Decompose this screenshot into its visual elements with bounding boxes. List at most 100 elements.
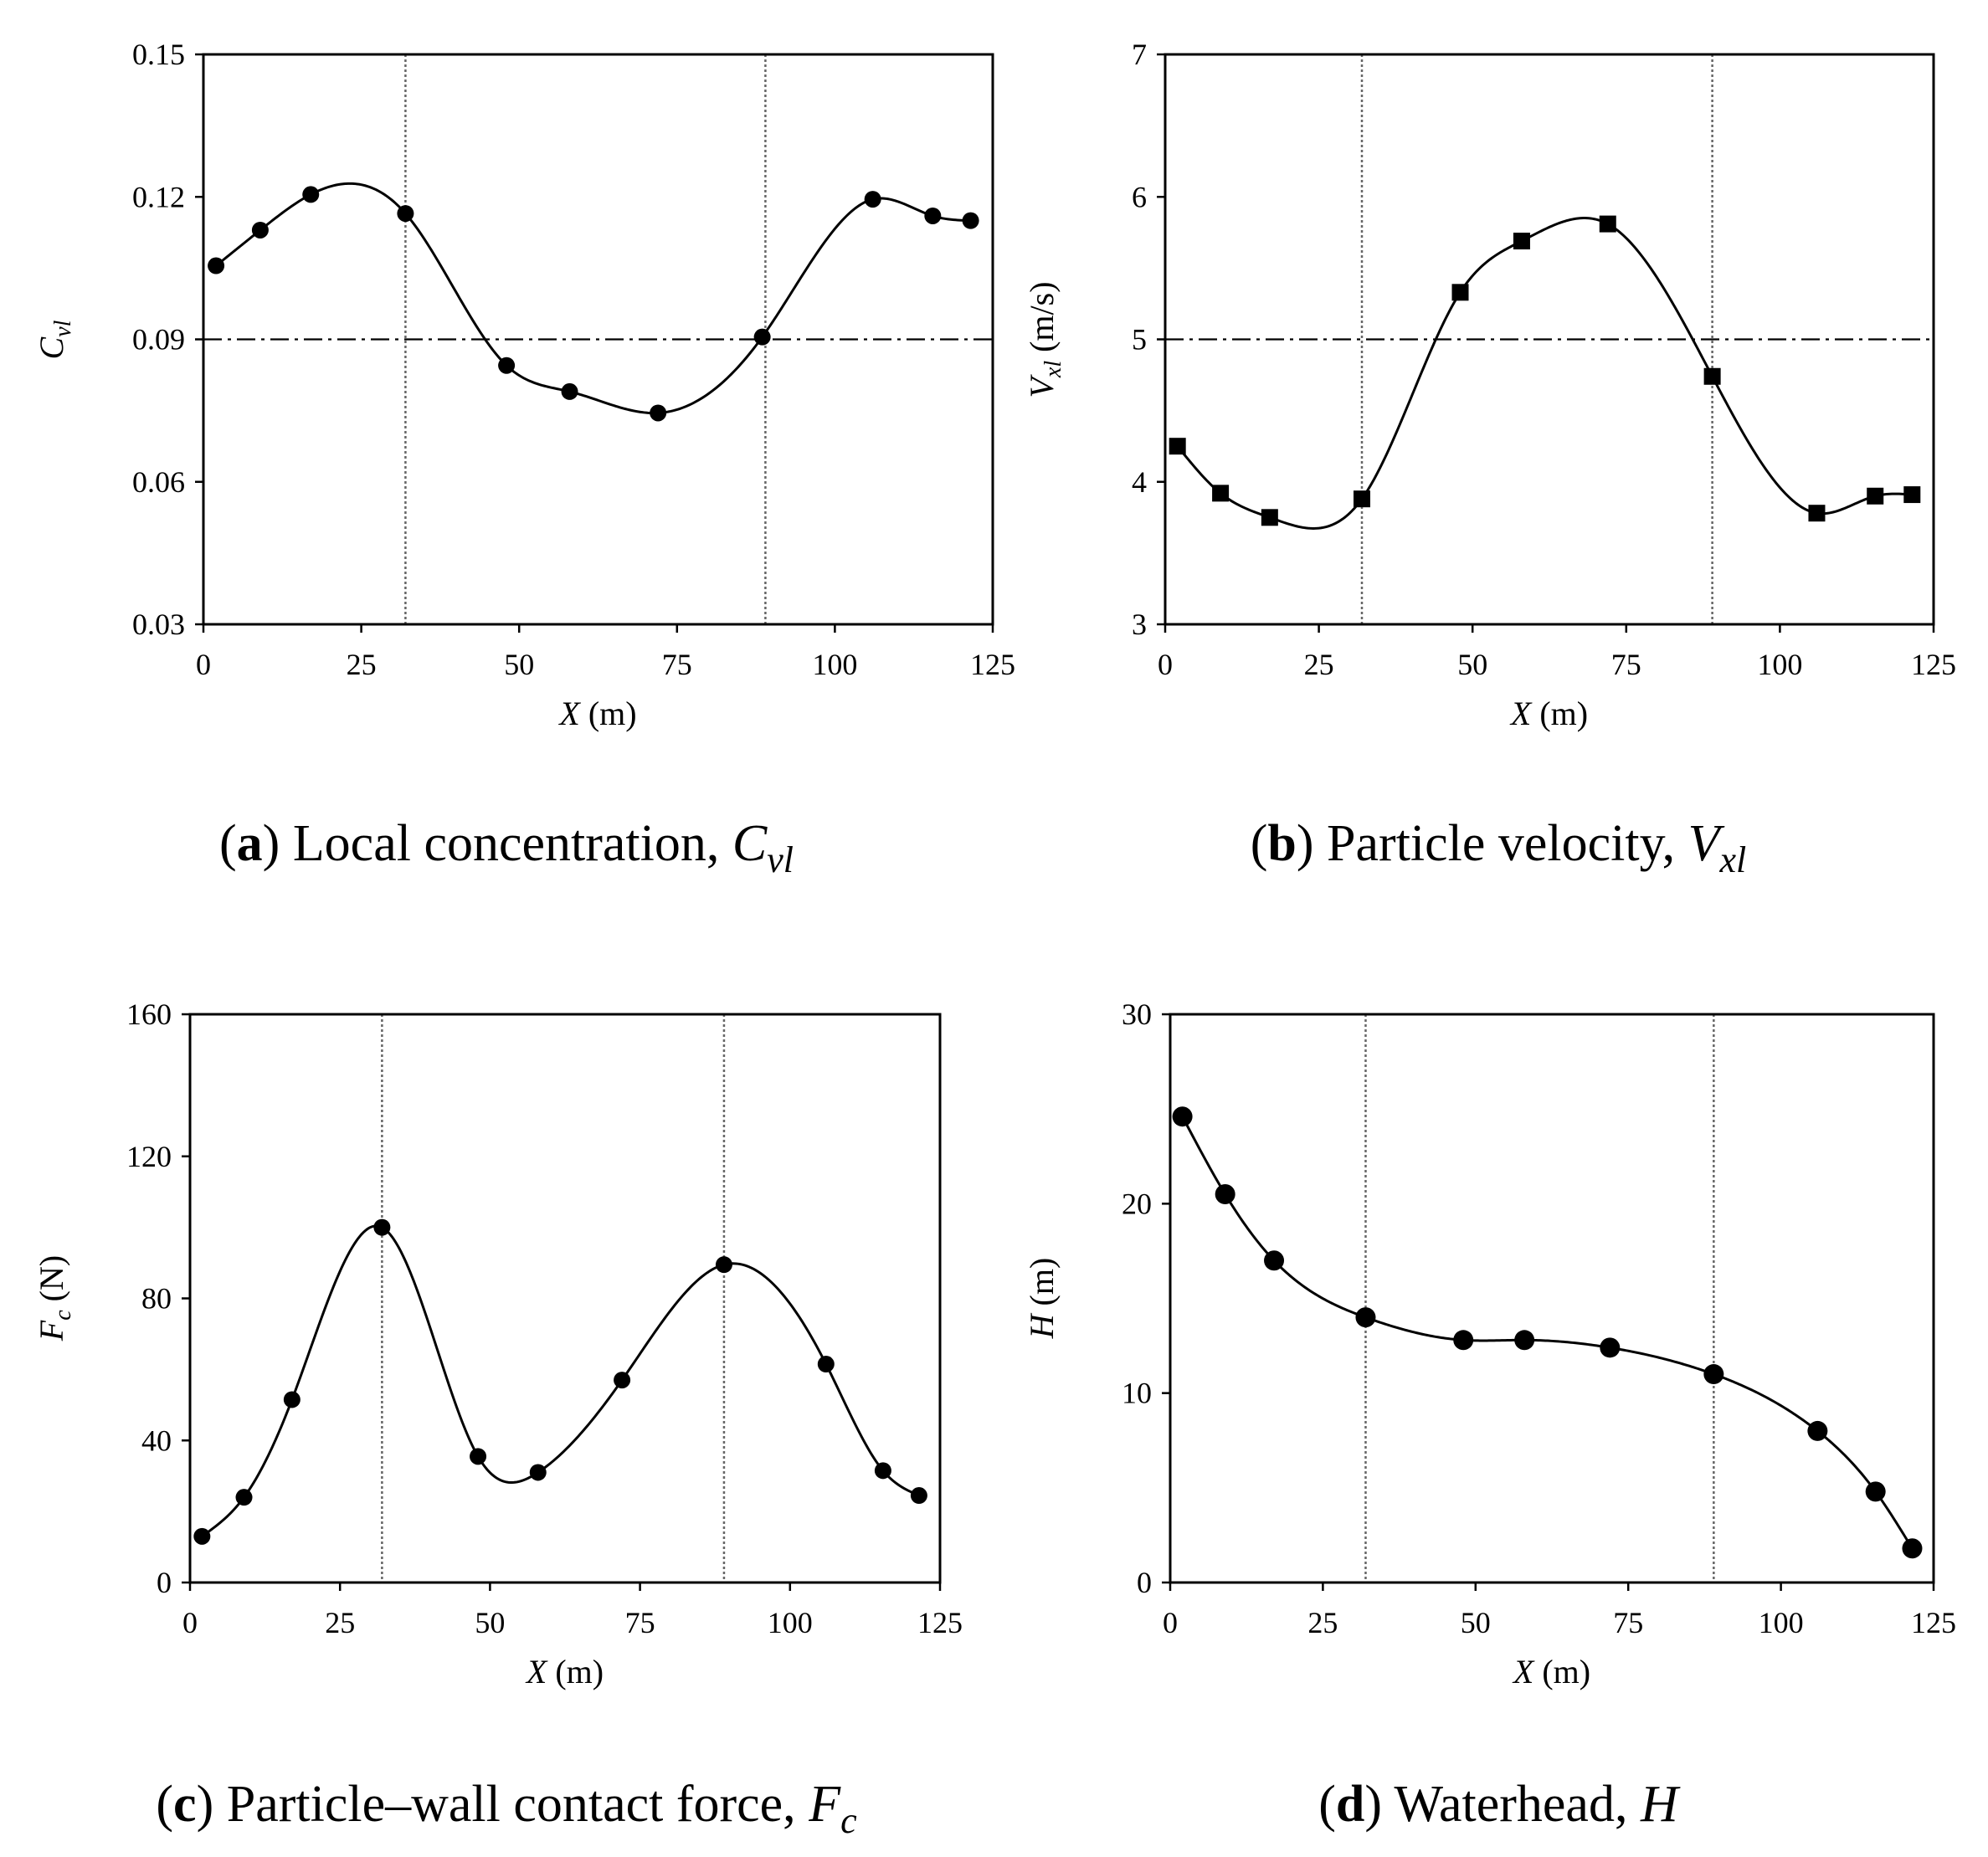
panel-d-ylabel: H (m) (1023, 1258, 1061, 1340)
panel-c-xtick-label-0: 0 (182, 1606, 198, 1639)
panel-b-point-8 (1808, 505, 1826, 522)
panel-b-ylabel: Vxl (m/s) (1023, 281, 1066, 398)
panel-d-point-6 (1600, 1337, 1621, 1358)
panel-d-plot-frame (1169, 1013, 1935, 1584)
panel-a-point-5 (561, 382, 578, 400)
panel-a-xlabel: X (m) (557, 695, 636, 732)
panel-d-xlabel: X (m) (1512, 1653, 1590, 1690)
panel-a-point-7 (753, 328, 771, 346)
panel-b-point-4 (1451, 284, 1469, 301)
panel-b-ytick-label-2: 5 (1132, 323, 1147, 357)
panel-a-point-3 (397, 205, 414, 223)
panel-b-series-line (1176, 217, 1913, 530)
panel-c-point-4 (470, 1448, 487, 1465)
panel-b-point-3 (1354, 490, 1371, 508)
panel-c-point-5 (529, 1464, 547, 1481)
panel-b-point-7 (1703, 367, 1721, 385)
panel-c-point-1 (235, 1489, 253, 1506)
panel-d-ytick-label-2: 20 (1122, 1187, 1152, 1220)
panel-d-xtick-label-3: 75 (1613, 1606, 1643, 1639)
panel-c-point-7 (715, 1256, 732, 1274)
panel-a-xtick-label-0: 0 (196, 648, 211, 681)
panel-a-point-9 (924, 207, 942, 224)
panel-c-point-2 (283, 1391, 301, 1408)
panel-d-point-4 (1453, 1330, 1474, 1351)
panel-b: 0 25 50 75 100 125 3 4 5 6 7 X (m) Vxl (m/s) (b) Part… (1023, 38, 1956, 880)
panel-b-point-9 (1867, 487, 1884, 505)
panel-c-series-line (201, 1224, 920, 1538)
panel-d-ytick-label-1: 10 (1122, 1377, 1152, 1410)
panel-b-xtick-label-2: 50 (1457, 648, 1487, 681)
panel-a-ytick-label-2: 0.09 (132, 323, 185, 357)
panel-a-xtick-label-1: 25 (347, 648, 377, 681)
panel-d-point-8 (1807, 1420, 1828, 1441)
panel-c-xtick-label-1: 25 (325, 1606, 355, 1639)
panel-c-ytick-label-4: 160 (126, 998, 172, 1031)
panel-d-point-2 (1264, 1250, 1285, 1271)
panel-a-point-1 (251, 221, 269, 239)
panel-b-xtick-label-0: 0 (1158, 648, 1173, 681)
panel-c-caption: (c) Particle–wall contact force, Fc (156, 1776, 857, 1841)
panel-b-point-1 (1212, 485, 1230, 502)
panel-b-point-2 (1261, 509, 1278, 526)
panel-d-caption: (d) Waterhead, H (1318, 1776, 1681, 1833)
panel-d-point-10 (1902, 1538, 1923, 1559)
panel-a-point-10 (962, 212, 979, 229)
panel-d-point-0 (1172, 1106, 1193, 1127)
panel-c: 0 25 50 75 100 125 0 40 80 120 160 X (m) Fc (N) (c) P… (33, 998, 963, 1841)
panel-a-xtick-label-2: 50 (504, 648, 534, 681)
panel-d-xtick-label-0: 0 (1163, 1606, 1178, 1639)
panel-b-point-0 (1169, 438, 1186, 455)
panel-a-ylabel: Cvl (33, 320, 76, 359)
panel-d-point-3 (1355, 1307, 1376, 1328)
panel-c-point-10 (910, 1487, 927, 1505)
panel-b-xtick-label-1: 25 (1304, 648, 1334, 681)
panel-b-ytick-label-3: 6 (1132, 180, 1147, 213)
panel-c-point-9 (874, 1462, 891, 1480)
panel-c-point-0 (193, 1527, 211, 1545)
panel-c-point-3 (373, 1218, 391, 1236)
panel-b-xtick-label-3: 75 (1611, 648, 1641, 681)
panel-a-xtick-label-5: 125 (970, 648, 1015, 681)
panel-b-ytick-label-4: 7 (1132, 38, 1147, 71)
panel-d-point-7 (1703, 1364, 1724, 1385)
panel-d-series-line (1181, 1116, 1914, 1550)
panel-a-ytick-label-3: 0.12 (132, 180, 185, 213)
panel-d-xtick-label-4: 100 (1759, 1606, 1804, 1639)
panel-c-plot-frame (188, 1013, 942, 1584)
panel-c-xtick-label-2: 50 (475, 1606, 505, 1639)
panel-a-point-6 (650, 404, 667, 422)
panel-d-ytick-label-3: 30 (1122, 998, 1152, 1031)
panel-b-point-5 (1513, 233, 1530, 250)
panel-a-xtick-label-4: 100 (812, 648, 857, 681)
panel-c-ylabel: Fc (N) (33, 1255, 76, 1341)
panel-d-xtick-label-5: 125 (1911, 1606, 1956, 1639)
panel-a-xtick-label-3: 75 (662, 648, 692, 681)
panel-b-ytick-label-0: 3 (1132, 608, 1147, 641)
panel-c-xtick-label-5: 125 (917, 1606, 963, 1639)
panel-d-point-9 (1865, 1481, 1886, 1502)
panel-a-caption: (a) Local concentration, Cvl (219, 815, 794, 880)
panel-c-point-6 (614, 1372, 631, 1389)
panel-a: 0 25 50 75 100 125 0.03 0.06 0.09 0.12 0.15 X (m) Cv… (33, 38, 1015, 880)
panel-a-ytick-label-4: 0.15 (132, 38, 185, 71)
panel-a-point-2 (302, 186, 320, 203)
panel-a-series-line (215, 182, 971, 415)
panel-c-xtick-label-3: 75 (625, 1606, 655, 1639)
panel-a-point-0 (208, 257, 225, 274)
panel-b-xtick-label-5: 125 (1911, 648, 1956, 681)
panel-a-ytick-label-0: 0.03 (132, 608, 185, 641)
panel-d-point-5 (1514, 1330, 1535, 1351)
panel-b-caption: (b) Particle velocity, Vxl (1251, 815, 1747, 880)
panel-b-point-6 (1599, 215, 1616, 233)
panel-b-ytick-label-1: 4 (1132, 465, 1147, 499)
panel-c-ytick-label-0: 0 (157, 1566, 172, 1599)
panel-d: 0 25 50 75 100 125 0 10 20 30 X (m) H (m) (d) Waterh… (1023, 998, 1956, 1833)
panel-d-point-1 (1215, 1184, 1235, 1205)
panel-b-xlabel: X (m) (1509, 695, 1588, 732)
panel-c-ytick-label-2: 80 (141, 1282, 172, 1316)
panel-b-xtick-label-4: 100 (1757, 648, 1802, 681)
panel-d-xtick-label-1: 25 (1307, 1606, 1338, 1639)
panel-d-ytick-label-0: 0 (1137, 1566, 1152, 1599)
